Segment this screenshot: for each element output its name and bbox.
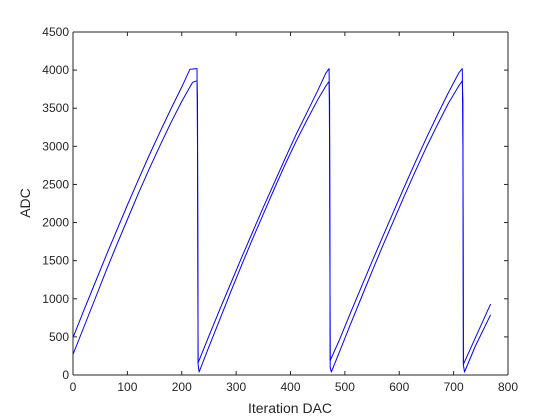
x-tick-label: 700: [444, 380, 464, 394]
y-tick-label: 1000: [42, 292, 69, 306]
y-tick-label: 2000: [42, 216, 69, 230]
axes-layer: [72, 31, 509, 376]
x-tick-label: 200: [172, 380, 192, 394]
plot-background: [73, 32, 508, 375]
y-tick-label: 2500: [42, 177, 69, 191]
y-tick-label: 3500: [42, 101, 69, 115]
series-line-2: [72, 80, 492, 373]
series-line-1: [72, 68, 492, 365]
labels-layer: 0 100 200 300 400 500 600 700 800 0 500 1000 1500 200…: [42, 25, 518, 394]
series-layer: [72, 68, 492, 373]
x-tick-label: 300: [226, 380, 246, 394]
plot-area: [72, 31, 509, 376]
x-tick-label: 500: [335, 380, 355, 394]
y-tick-label: 1500: [42, 254, 69, 268]
y-tick-label: 500: [49, 330, 69, 344]
x-tick-label: 800: [498, 380, 518, 394]
y-axis-label: ADC: [17, 188, 33, 218]
y-tick-label: 3000: [42, 139, 69, 153]
x-tick-label: 100: [117, 380, 137, 394]
x-tick-label: 0: [70, 380, 77, 394]
y-tick-label: 4500: [42, 25, 69, 39]
x-tick-label: 600: [389, 380, 409, 394]
y-tick-label: 0: [62, 368, 69, 382]
x-axis-label: Iteration DAC: [248, 400, 332, 416]
x-tick-label: 400: [280, 380, 300, 394]
y-tick-label: 4000: [42, 63, 69, 77]
